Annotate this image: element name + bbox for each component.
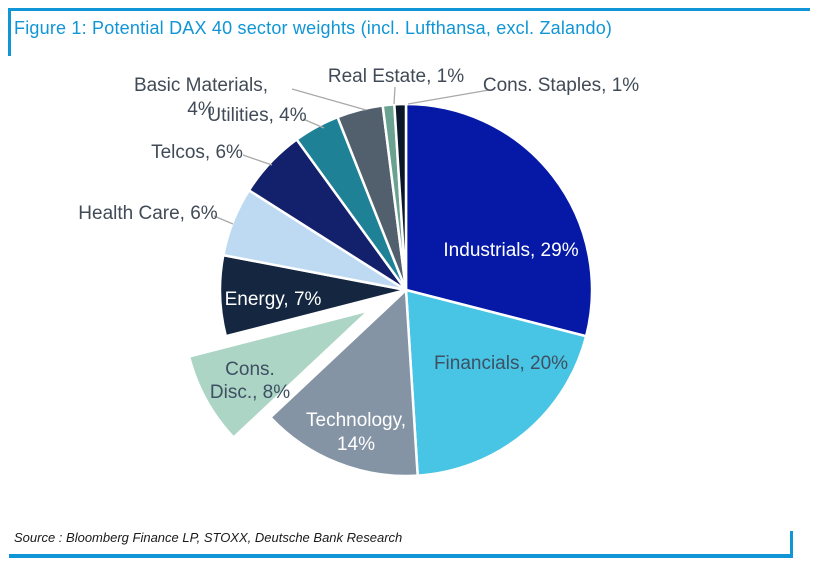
pie-label-financials: Financials, 20%	[434, 353, 568, 374]
dax-sector-weights-pie-chart: Industrials, 29% Financials, 20% Technolog…	[78, 66, 639, 478]
leader-line-utilities	[302, 118, 325, 129]
left-tick	[8, 8, 11, 56]
pie-slice-cons-staples	[393, 102, 408, 292]
pie-label-cons-disc-line1: Cons.	[225, 359, 275, 380]
leader-line-basic-materials	[291, 88, 367, 111]
figure-title: Figure 1: Potential DAX 40 sector weight…	[14, 18, 613, 38]
leader-line-cons-staples	[407, 89, 490, 105]
pie-label-technology-line2: 14%	[337, 434, 375, 455]
pie-label-basic-materials-line2: 4%	[187, 99, 215, 120]
pie-label-telcos: Telcos, 6%	[151, 142, 243, 163]
top-rule	[8, 8, 810, 11]
pie-slice-financials	[404, 288, 588, 477]
pie-label-cons-disc-line2: Disc., 8%	[210, 382, 290, 403]
pie-label-industrials: Industrials, 29%	[443, 240, 578, 261]
pie-slice-cons-disc	[187, 308, 371, 439]
source-note: Source : Bloomberg Finance LP, STOXX, De…	[14, 530, 403, 545]
pie-label-basic-materials-line1: Basic Materials,	[134, 75, 268, 96]
pie-slice-technology	[269, 288, 419, 478]
pie-label-technology-line1: Technology,	[306, 410, 406, 431]
leader-line-real-estate	[393, 86, 396, 105]
bottom-rule	[9, 554, 793, 558]
pie-label-utilities: Utilities, 4%	[207, 105, 306, 126]
pie-slice-industrials	[404, 102, 594, 338]
right-tick	[790, 531, 793, 558]
pie-label-health-care: Health Care, 6%	[78, 203, 218, 224]
pie-label-real-estate: Real Estate, 1%	[328, 66, 464, 87]
pie-label-energy: Energy, 7%	[225, 289, 322, 310]
leader-line-health-care	[213, 215, 234, 225]
leader-line-telcos	[242, 154, 273, 166]
pie-label-cons-staples: Cons. Staples, 1%	[483, 75, 639, 96]
